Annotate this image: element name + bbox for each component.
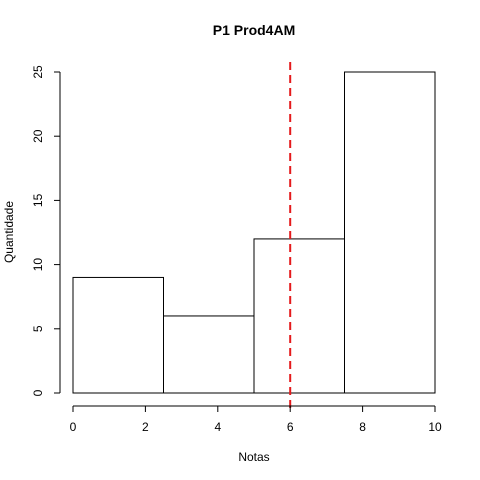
y-tick-label: 5 [31,325,45,332]
bars [72,71,436,394]
x-tick-label: 10 [428,420,442,434]
y-tick-label: 15 [31,193,45,207]
x-axis: 0 2 4 6 8 10 [70,405,442,434]
x-tick-label: 6 [287,420,294,434]
y-tick-label: 10 [31,258,45,272]
histogram-bar-3 [253,238,345,394]
y-tick-label: 20 [31,129,45,143]
y-axis: 0 5 10 15 20 25 [31,65,61,396]
chart-title: P1 Prod4AM [213,22,295,38]
y-tick-label: 0 [31,389,45,396]
histogram-bar-1 [72,276,164,394]
y-tick-label: 25 [31,65,45,79]
x-tick-label: 2 [142,420,149,434]
x-tick-label: 0 [70,420,77,434]
histogram-bar-4 [344,71,436,394]
x-tick-label: 8 [359,420,366,434]
x-axis-label: Notas [238,450,269,464]
y-axis-label: Quantidade [2,201,16,263]
histogram-bar-2 [163,315,255,394]
x-tick-label: 4 [214,420,221,434]
